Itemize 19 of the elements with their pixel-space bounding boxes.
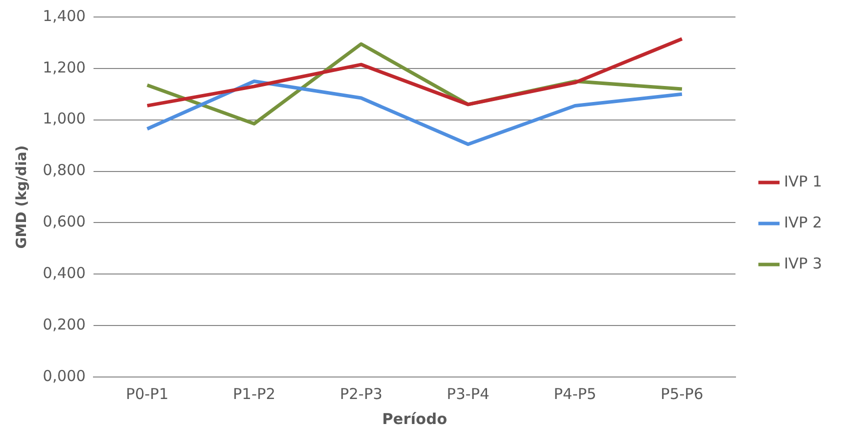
y-tick-label: 0,400 bbox=[42, 264, 86, 282]
x-tick-label: P3-P4 bbox=[446, 384, 490, 403]
legend-label: IVP 3 bbox=[784, 254, 822, 272]
x-tick-label: P1-P2 bbox=[232, 384, 276, 403]
y-tick-label: 0,800 bbox=[42, 161, 86, 180]
y-axis-title: GMD (kg/dia) bbox=[14, 145, 30, 249]
x-tick-label: P5-P6 bbox=[660, 384, 704, 403]
x-tick-label: P4-P5 bbox=[554, 384, 596, 403]
legend-label: IVP 1 bbox=[784, 172, 822, 190]
y-tick-label: 0,200 bbox=[42, 315, 86, 334]
y-tick-label: 1,200 bbox=[42, 58, 86, 76]
x-tick-label: P2-P3 bbox=[340, 384, 382, 403]
legend-label: IVP 2 bbox=[784, 213, 822, 232]
y-tick-label: 0,600 bbox=[42, 212, 86, 231]
x-tick-label: P0-P1 bbox=[126, 384, 169, 403]
x-axis-title: Período bbox=[382, 410, 448, 428]
y-tick-label: 0,000 bbox=[42, 366, 86, 385]
y-tick-label: 1,000 bbox=[42, 110, 86, 128]
y-tick-label: 1,400 bbox=[42, 6, 86, 25]
